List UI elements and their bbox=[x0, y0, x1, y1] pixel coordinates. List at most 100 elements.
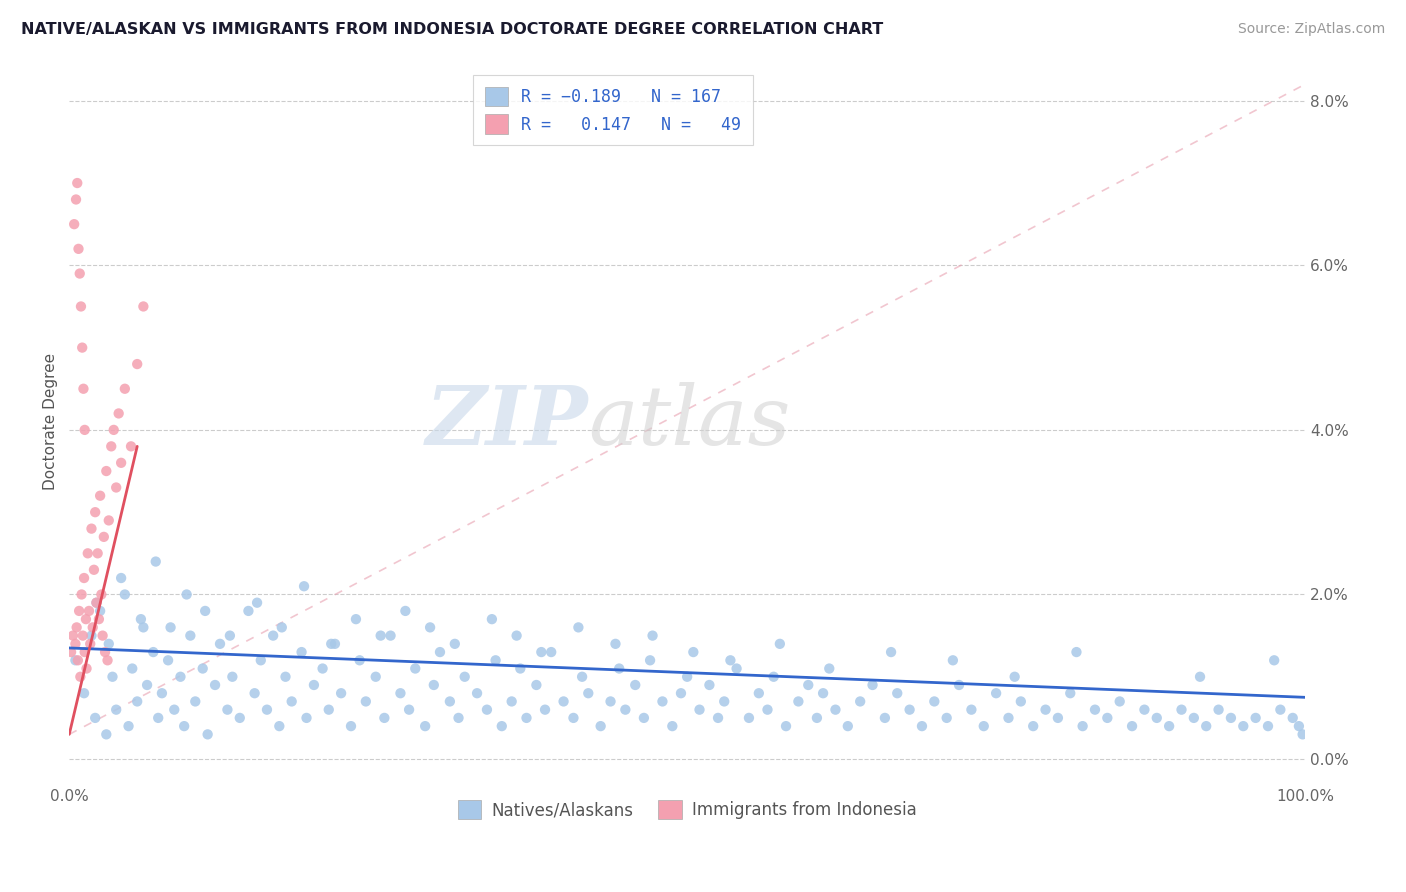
Point bbox=[76, 546, 98, 560]
Point bbox=[67, 604, 90, 618]
Point bbox=[73, 686, 96, 700]
Point bbox=[1195, 719, 1218, 733]
Point bbox=[274, 670, 297, 684]
Point bbox=[924, 694, 946, 708]
Point bbox=[349, 653, 371, 667]
Point bbox=[87, 612, 110, 626]
Point bbox=[65, 193, 87, 207]
Point bbox=[86, 546, 108, 560]
Point bbox=[534, 703, 557, 717]
Point bbox=[576, 686, 599, 700]
Point bbox=[713, 694, 735, 708]
Point bbox=[1066, 645, 1088, 659]
Point bbox=[1046, 711, 1069, 725]
Point bbox=[66, 176, 89, 190]
Point bbox=[63, 217, 86, 231]
Point bbox=[787, 694, 810, 708]
Point bbox=[389, 686, 412, 700]
Point bbox=[1010, 694, 1032, 708]
Point bbox=[1121, 719, 1143, 733]
Point bbox=[89, 489, 111, 503]
Point bbox=[515, 711, 537, 725]
Point bbox=[481, 612, 503, 626]
Point bbox=[80, 522, 103, 536]
Point bbox=[607, 661, 630, 675]
Point bbox=[530, 645, 553, 659]
Point bbox=[62, 629, 84, 643]
Point bbox=[157, 653, 180, 667]
Point bbox=[60, 645, 83, 659]
Point bbox=[179, 629, 201, 643]
Point bbox=[1170, 703, 1192, 717]
Point bbox=[398, 703, 420, 717]
Point bbox=[942, 653, 965, 667]
Point bbox=[75, 612, 97, 626]
Point bbox=[682, 645, 704, 659]
Point bbox=[973, 719, 995, 733]
Point bbox=[589, 719, 612, 733]
Point bbox=[107, 406, 129, 420]
Point bbox=[86, 596, 108, 610]
Point bbox=[1244, 711, 1267, 725]
Point bbox=[121, 661, 143, 675]
Point bbox=[443, 637, 465, 651]
Point bbox=[419, 620, 441, 634]
Point bbox=[169, 670, 191, 684]
Point bbox=[148, 711, 170, 725]
Point bbox=[1133, 703, 1156, 717]
Point bbox=[176, 587, 198, 601]
Point bbox=[689, 703, 711, 717]
Legend: Natives/Alaskans, Immigrants from Indonesia: Natives/Alaskans, Immigrants from Indone… bbox=[451, 794, 922, 826]
Text: ZIP: ZIP bbox=[426, 382, 588, 462]
Point bbox=[465, 686, 488, 700]
Point bbox=[110, 456, 132, 470]
Point bbox=[344, 612, 367, 626]
Point bbox=[651, 694, 673, 708]
Point bbox=[302, 678, 325, 692]
Point bbox=[70, 300, 93, 314]
Point bbox=[208, 637, 231, 651]
Text: Source: ZipAtlas.com: Source: ZipAtlas.com bbox=[1237, 22, 1385, 37]
Point bbox=[1159, 719, 1181, 733]
Text: NATIVE/ALASKAN VS IMMIGRANTS FROM INDONESIA DOCTORATE DEGREE CORRELATION CHART: NATIVE/ALASKAN VS IMMIGRANTS FROM INDONE… bbox=[21, 22, 883, 37]
Point bbox=[292, 579, 315, 593]
Point bbox=[599, 694, 621, 708]
Point bbox=[114, 382, 136, 396]
Point bbox=[811, 686, 834, 700]
Point bbox=[370, 629, 392, 643]
Point bbox=[77, 604, 100, 618]
Point bbox=[540, 645, 562, 659]
Point bbox=[150, 686, 173, 700]
Point bbox=[70, 341, 93, 355]
Point bbox=[163, 703, 186, 717]
Point bbox=[824, 703, 846, 717]
Point bbox=[76, 661, 98, 675]
Point bbox=[505, 629, 527, 643]
Point bbox=[553, 694, 575, 708]
Point bbox=[1035, 703, 1057, 717]
Point bbox=[404, 661, 426, 675]
Point bbox=[1059, 686, 1081, 700]
Point bbox=[217, 703, 239, 717]
Point bbox=[114, 587, 136, 601]
Point bbox=[1270, 703, 1292, 717]
Point bbox=[295, 711, 318, 725]
Point bbox=[127, 357, 149, 371]
Point bbox=[97, 637, 120, 651]
Point bbox=[524, 678, 547, 692]
Point bbox=[67, 242, 90, 256]
Point bbox=[935, 711, 957, 725]
Point bbox=[373, 711, 395, 725]
Point bbox=[132, 620, 155, 634]
Point bbox=[862, 678, 884, 692]
Point bbox=[1004, 670, 1026, 684]
Point bbox=[837, 719, 859, 733]
Point bbox=[1146, 711, 1168, 725]
Point bbox=[423, 678, 446, 692]
Point bbox=[100, 439, 122, 453]
Point bbox=[323, 637, 346, 651]
Point bbox=[110, 571, 132, 585]
Point bbox=[96, 464, 118, 478]
Point bbox=[614, 703, 637, 717]
Point bbox=[748, 686, 770, 700]
